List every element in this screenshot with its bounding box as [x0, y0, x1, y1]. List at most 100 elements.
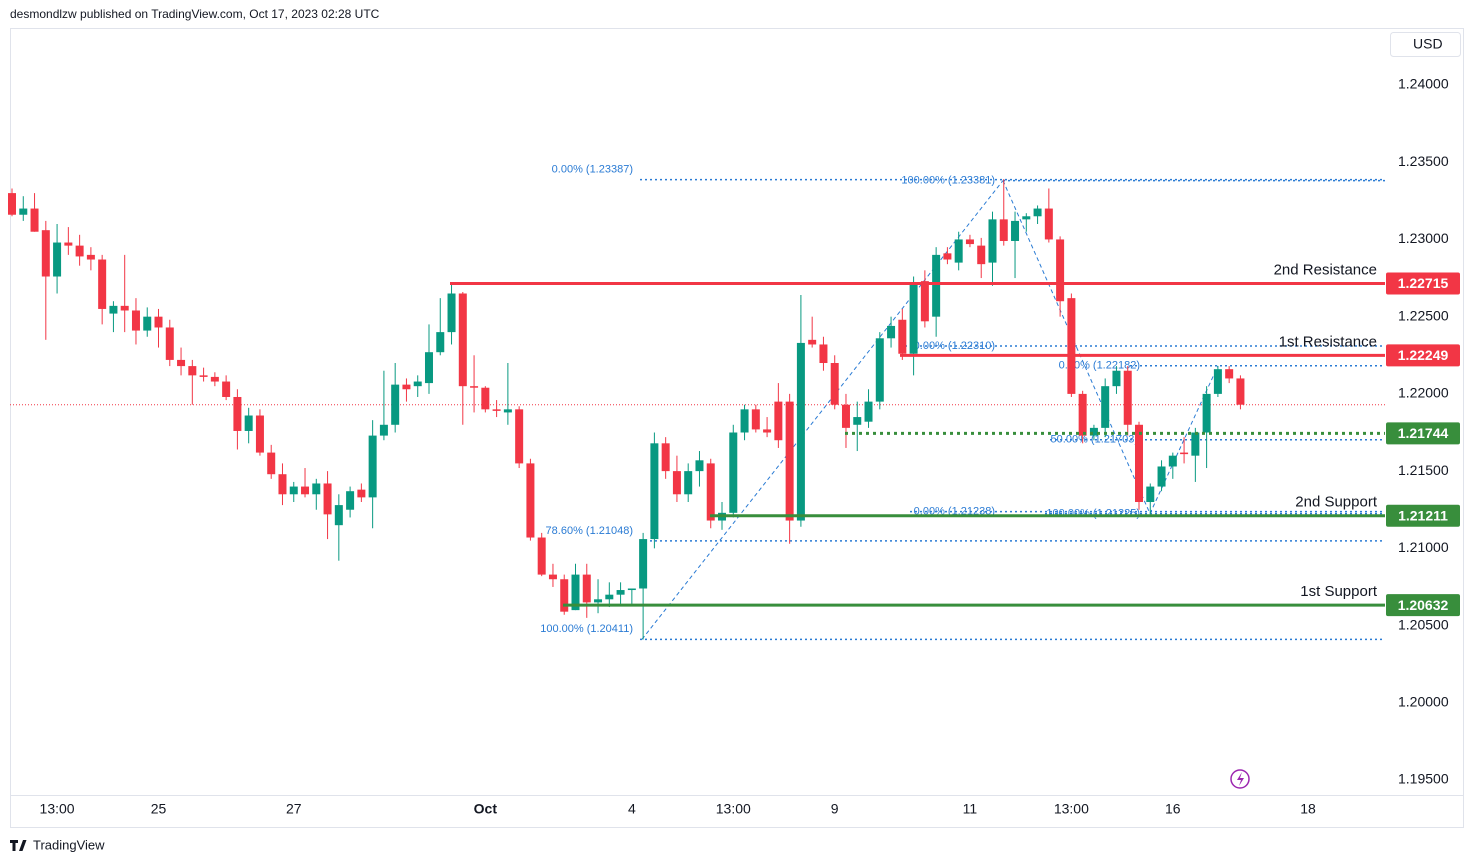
candle-body: [695, 460, 704, 472]
candle-body: [875, 338, 884, 402]
candle-body: [1213, 369, 1222, 394]
candle-body: [267, 452, 276, 475]
candle-body: [210, 376, 219, 382]
candle-body: [684, 471, 693, 495]
candle-body: [64, 242, 73, 246]
candle-body: [1191, 432, 1200, 456]
level-price: 1.20632: [1398, 597, 1449, 613]
fib-label: 100.00% (1.20411): [540, 623, 633, 635]
x-tick-label: 27: [286, 801, 302, 817]
candle-body: [887, 325, 896, 339]
candle-body: [920, 281, 929, 322]
candle-body: [627, 588, 636, 591]
candle-body: [639, 539, 648, 589]
candle-body: [346, 491, 355, 510]
candle-body: [86, 254, 95, 260]
candle-body: [740, 409, 749, 433]
level-price: 1.21744: [1398, 425, 1449, 441]
candle-body: [199, 375, 208, 377]
level-price: 1.21211: [1398, 507, 1448, 523]
x-tick-label: 11: [963, 801, 978, 817]
candle-body: [301, 486, 310, 495]
fib-swing-line: [641, 180, 1004, 640]
fib-retracements: 0.00% (1.23387) 100.00% (1.23381) 0.00% (1…: [540, 164, 1385, 641]
candle-body: [391, 384, 400, 425]
x-tick-label: 25: [151, 801, 167, 817]
candle-body: [819, 344, 828, 364]
currency-box: [1390, 32, 1461, 57]
candle-body: [75, 245, 84, 257]
candle-body: [1146, 486, 1155, 503]
candle-body: [954, 239, 963, 263]
candle-body: [233, 396, 242, 431]
candle-body: [1011, 220, 1020, 241]
candle-body: [120, 305, 129, 311]
candle-body: [977, 245, 986, 265]
level-price-box: [1386, 344, 1460, 367]
candle-body: [1225, 369, 1234, 379]
candle-body: [222, 381, 231, 397]
candle-body: [672, 471, 681, 495]
y-tick-label: 1.21000: [1398, 539, 1449, 555]
candle-body: [154, 316, 163, 328]
candle-body: [402, 384, 411, 390]
candle-body: [706, 463, 715, 521]
candle-body: [458, 293, 467, 387]
candle-body: [1067, 298, 1076, 394]
candle-body: [1168, 455, 1177, 467]
candle-body: [1123, 370, 1132, 425]
candle-body: [1089, 427, 1098, 436]
candle-body: [289, 486, 298, 495]
y-tick-label: 1.24000: [1398, 76, 1449, 92]
footer-brand: TradingView: [33, 837, 105, 852]
candle-body: [278, 474, 287, 495]
candle-body: [830, 363, 839, 405]
candle-body: [1202, 393, 1211, 433]
fib-label: 0.00% (1.22182): [1059, 360, 1140, 372]
y-tick-label: 1.20000: [1398, 693, 1449, 709]
candle-body: [785, 401, 794, 521]
candle-body: [1135, 424, 1143, 503]
candle-body: [357, 489, 366, 498]
candle-body: [560, 579, 569, 612]
candle-body: [41, 230, 50, 277]
candle-body: [53, 242, 62, 277]
currency-label: USD: [1413, 36, 1443, 52]
candle-body: [323, 483, 332, 515]
level-price-box: [1386, 594, 1460, 617]
candle-body: [244, 415, 253, 431]
candle-body: [853, 417, 862, 425]
candle-body: [808, 339, 817, 345]
level-name: 2nd Resistance: [1274, 261, 1377, 278]
x-tick-label: 9: [831, 801, 839, 817]
candle-body: [988, 219, 997, 263]
fib-label: 0.00% (1.23387): [552, 164, 633, 176]
fib-label: 0.00% (1.22310): [914, 340, 995, 352]
candle-body: [1033, 208, 1042, 217]
candle-body: [1078, 393, 1087, 436]
chart-frame: [10, 28, 1464, 828]
candle-body: [965, 239, 974, 245]
candle-body: [177, 359, 186, 367]
candle-body: [143, 316, 152, 331]
candle-body: [188, 366, 197, 376]
y-tick-label: 1.21500: [1398, 462, 1449, 478]
candle-body: [98, 259, 107, 309]
candle-body: [774, 401, 783, 441]
candle-body: [165, 327, 174, 360]
level-price-box: [1386, 272, 1460, 295]
candle-body: [436, 332, 445, 353]
candle-body: [19, 208, 28, 215]
x-tick-label: Oct: [474, 801, 498, 817]
candle-body: [548, 574, 557, 580]
y-tick-label: 1.23500: [1398, 153, 1449, 169]
x-tick-label: 13:00: [716, 801, 751, 817]
candle-body: [131, 310, 140, 331]
candle-body: [582, 574, 591, 603]
candle-body: [898, 319, 907, 354]
candle-body: [1112, 370, 1121, 387]
y-tick-label: 1.22500: [1398, 307, 1449, 323]
y-tick-label: 1.23000: [1398, 230, 1449, 246]
candle-body: [605, 594, 614, 600]
candle-body: [424, 352, 433, 384]
